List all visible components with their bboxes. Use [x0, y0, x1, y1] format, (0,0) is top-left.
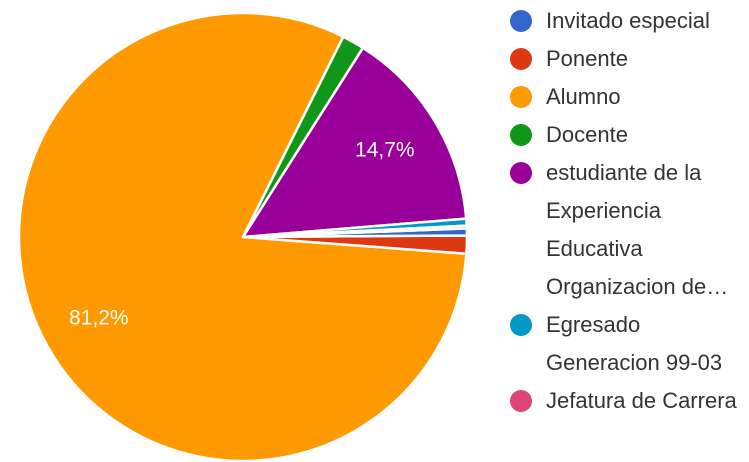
legend-swatch	[510, 314, 532, 336]
pie-slice-4[interactable]	[241, 46, 468, 239]
chart-legend: Invitado especial Ponente Alumno Docente est…	[506, 2, 749, 420]
legend-swatch	[510, 48, 532, 70]
legend-label: Jefatura de Carrera	[546, 388, 737, 413]
legend-item-2[interactable]: Alumno	[506, 78, 749, 116]
legend-swatch	[510, 10, 532, 32]
legend-label: estudiante de la Experiencia Educativa O…	[546, 160, 729, 299]
legend-item-0[interactable]: Invitado especial	[506, 2, 749, 40]
pie-slice-6[interactable]	[241, 224, 469, 239]
pie-slice-2-data-label: 81,2%	[69, 306, 129, 329]
legend-swatch	[510, 124, 532, 146]
legend-swatch	[510, 162, 532, 184]
legend-item-6[interactable]: Jefatura de Carrera	[506, 382, 749, 420]
legend-label: Ponente	[546, 46, 628, 71]
legend-swatch	[510, 86, 532, 108]
legend-label: Invitado especial	[546, 8, 710, 33]
legend-item-5[interactable]: Egresado Generacion 99-03	[506, 306, 749, 382]
pie-slice-4-data-label: 14,7%	[355, 139, 415, 162]
legend-label: Egresado Generacion 99-03	[546, 312, 723, 375]
legend-item-3[interactable]: Docente	[506, 116, 749, 154]
legend-label: Alumno	[546, 84, 621, 109]
legend-item-1[interactable]: Ponente	[506, 40, 749, 78]
legend-label: Docente	[546, 122, 628, 147]
pie-slice-3[interactable]	[241, 35, 365, 239]
legend-swatch	[510, 390, 532, 412]
legend-item-4[interactable]: estudiante de la Experiencia Educativa O…	[506, 154, 749, 306]
